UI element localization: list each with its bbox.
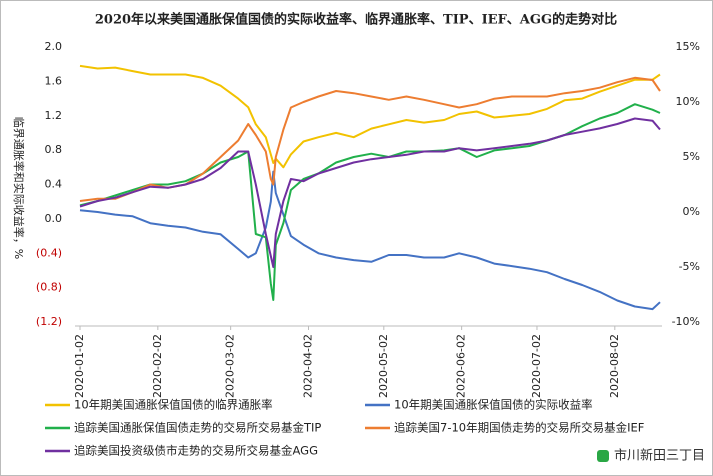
y2-tick-label: 10% bbox=[676, 95, 700, 108]
y2-tick-label: -5% bbox=[679, 260, 700, 273]
y2-tick-label: 5% bbox=[683, 150, 700, 163]
series-line bbox=[79, 64, 661, 169]
y2-tick-label: -10% bbox=[672, 315, 700, 328]
legend-label: 10年期美国通胀保值国债的临界通胀率 bbox=[74, 398, 273, 412]
y2-tick-label: 0% bbox=[683, 205, 700, 218]
x-tick-label: 2020-03-02 bbox=[224, 334, 237, 398]
x-tick-label: 2020-04-02 bbox=[301, 334, 314, 398]
legend-label: 追踪美国7-10年期国债走势的交易所交易基金IEF bbox=[394, 421, 644, 435]
series-line bbox=[79, 170, 661, 311]
watermark-icon bbox=[597, 450, 609, 462]
y-tick-label: (0.8) bbox=[36, 281, 62, 294]
chart-title: 2020年以来美国通胀保值国债的实际收益率、临界通胀率、TIP、IEF、AGG的… bbox=[95, 12, 617, 28]
legend-label: 10年期美国通胀保值国债的实际收益率 bbox=[394, 398, 593, 412]
y-tick-label: 1.6 bbox=[45, 74, 63, 87]
y2-tick-label: 15% bbox=[676, 40, 700, 53]
x-tick-label: 2020-01-02 bbox=[73, 334, 86, 398]
y-tick-label: (1.2) bbox=[36, 315, 62, 328]
y-tick-label: 2.0 bbox=[45, 40, 63, 53]
y-tick-label: (0.4) bbox=[36, 246, 62, 259]
y-tick-label: 0.4 bbox=[45, 178, 63, 191]
x-tick-label: 2020-02-02 bbox=[151, 334, 164, 398]
x-tick-label: 2020-05-02 bbox=[377, 334, 390, 398]
legend-label: 追踪美国通胀保值国债走势的交易所交易基金TIP bbox=[74, 421, 321, 435]
y-tick-label: 0.8 bbox=[45, 143, 63, 156]
x-tick-label: 2020-07-02 bbox=[530, 334, 543, 398]
legend-label: 追踪美国投资级债市走势的交易所交易基金AGG bbox=[74, 444, 318, 458]
x-tick-label: 2020-06-02 bbox=[455, 334, 468, 398]
series-line bbox=[79, 76, 661, 202]
y-tick-label: 1.2 bbox=[45, 109, 63, 122]
series-line bbox=[79, 117, 661, 268]
y-tick-label: 0.0 bbox=[45, 212, 63, 225]
y-axis-label: 临界通胀率和实际收益率，% bbox=[12, 117, 26, 259]
watermark: 市川新田三丁目 bbox=[614, 448, 705, 464]
x-tick-label: 2020-08-02 bbox=[608, 334, 621, 398]
